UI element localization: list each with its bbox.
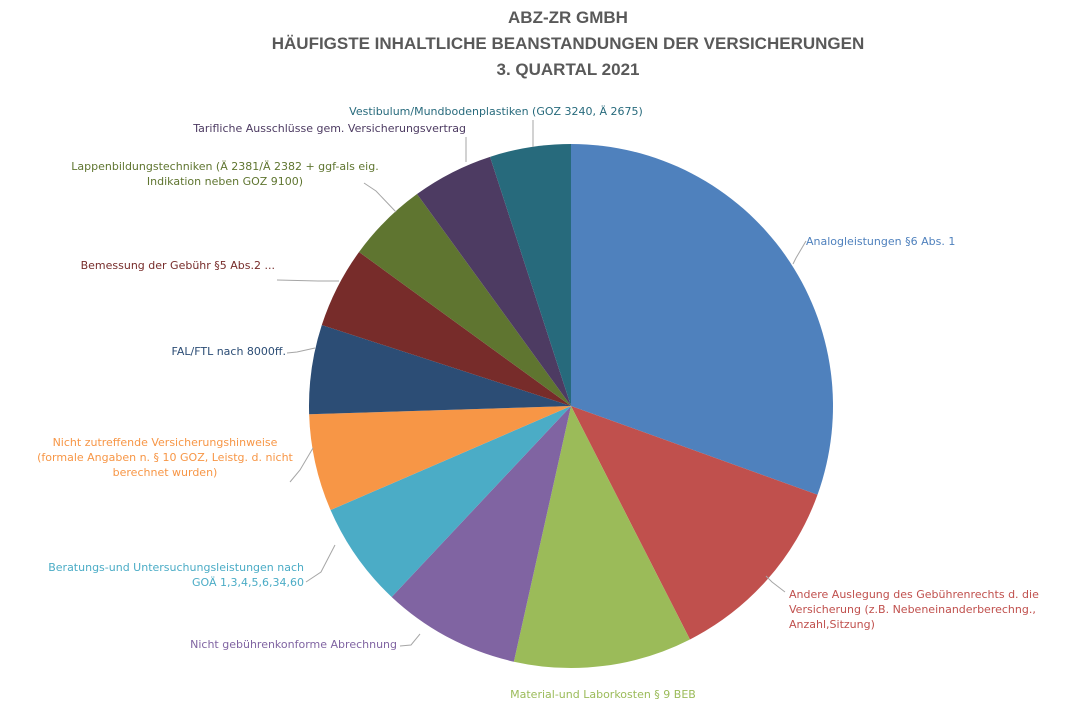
leader-line-8 — [276, 279, 339, 282]
slice-label-10-line-1: Tarifliche Ausschlüsse gem. Versicherung… — [192, 122, 466, 135]
leader-line-7 — [286, 347, 316, 354]
slice-label-9: Lappenbildungstechniken (Ä 2381/Ä 2382 +… — [71, 160, 378, 188]
slice-label-4: Nicht gebührenkonforme Abrechnung — [190, 638, 397, 651]
slice-label-6-line-2: (formale Angaben n. § 10 GOZ, Leistg. d.… — [37, 451, 293, 464]
leader-lines — [276, 120, 807, 647]
slice-label-2-line-1: Andere Auslegung des Gebührenrechts d. d… — [789, 588, 1039, 601]
pie-slice-5 — [330, 406, 571, 597]
slice-label-1: Analogleistungen §6 Abs. 1 — [806, 235, 955, 248]
leader-line-9 — [363, 182, 397, 213]
slice-label-3: Material-und Laborkosten § 9 BEB — [510, 688, 696, 701]
pie-slice-1 — [571, 144, 833, 495]
pie-slice-3 — [513, 406, 690, 668]
chart-title-line-1: ABZ-ZR GMBH — [508, 8, 628, 27]
leader-line-6 — [289, 447, 314, 483]
slice-label-10: Tarifliche Ausschlüsse gem. Versicherung… — [192, 122, 466, 135]
slice-label-7-line-1: FAL/FTL nach 8000ff. — [172, 345, 286, 358]
pie-slice-7 — [309, 325, 571, 415]
pie-slice-4 — [391, 406, 571, 662]
pie-slices — [309, 144, 833, 668]
slice-label-8-line-1: Bemessung der Gebühr §5 Abs.2 ... — [81, 259, 275, 272]
slice-label-2-line-3: Anzahl,Sitzung) — [789, 618, 875, 631]
slice-label-4-line-1: Nicht gebührenkonforme Abrechnung — [190, 638, 397, 651]
leader-line-5 — [305, 544, 336, 583]
slice-label-1-line-1: Analogleistungen §6 Abs. 1 — [806, 235, 955, 248]
pie-slice-9 — [359, 194, 571, 406]
slice-label-11: Vestibulum/Mundbodenplastiken (GOZ 3240,… — [349, 105, 643, 118]
pie-slice-8 — [321, 252, 571, 406]
leader-line-4 — [399, 633, 421, 647]
pie-slice-6 — [309, 406, 571, 511]
chart-title-line-2: HÄUFIGSTE INHALTLICHE BEANSTANDUNGEN DER… — [272, 34, 865, 53]
pie-slice-10 — [417, 156, 571, 406]
slice-labels: Analogleistungen §6 Abs. 1 Andere Auslegu… — [37, 105, 1039, 701]
slice-label-2: Andere Auslegung des Gebührenrechts d. d… — [789, 588, 1039, 631]
slice-label-7: FAL/FTL nach 8000ff. — [172, 345, 286, 358]
slice-label-8: Bemessung der Gebühr §5 Abs.2 ... — [81, 259, 275, 272]
slice-label-5-line-1: Beratungs-und Untersuchungsleistungen na… — [48, 561, 304, 574]
slice-label-9-line-1: Lappenbildungstechniken (Ä 2381/Ä 2382 +… — [71, 160, 378, 173]
slice-label-11-line-1: Vestibulum/Mundbodenplastiken (GOZ 3240,… — [349, 105, 643, 118]
slice-label-9-line-2: Indikation neben GOZ 9100) — [147, 175, 303, 188]
chart-title-line-3: 3. QUARTAL 2021 — [497, 60, 640, 79]
slice-label-6-line-1: Nicht zutreffende Versicherungshinweise — [53, 436, 278, 449]
slice-label-2-line-2: Versicherung (z.B. Nebeneinanderberechng… — [789, 603, 1036, 616]
slice-label-6: Nicht zutreffende Versicherungshinweise (… — [37, 436, 293, 479]
slice-label-5: Beratungs-und Untersuchungsleistungen na… — [48, 561, 304, 589]
slice-label-6-line-3: berechnet wurden) — [113, 466, 218, 479]
pie-slice-2 — [571, 406, 818, 640]
leader-line-1 — [792, 240, 807, 265]
slice-label-5-line-2: GOÄ 1,3,4,5,6,34,60 — [192, 576, 304, 589]
slice-label-3-line-1: Material-und Laborkosten § 9 BEB — [510, 688, 696, 701]
leader-line-2 — [765, 575, 786, 593]
chart-title: ABZ-ZR GMBH HÄUFIGSTE INHALTLICHE BEANST… — [272, 8, 865, 79]
pie-slice-11 — [490, 144, 571, 406]
